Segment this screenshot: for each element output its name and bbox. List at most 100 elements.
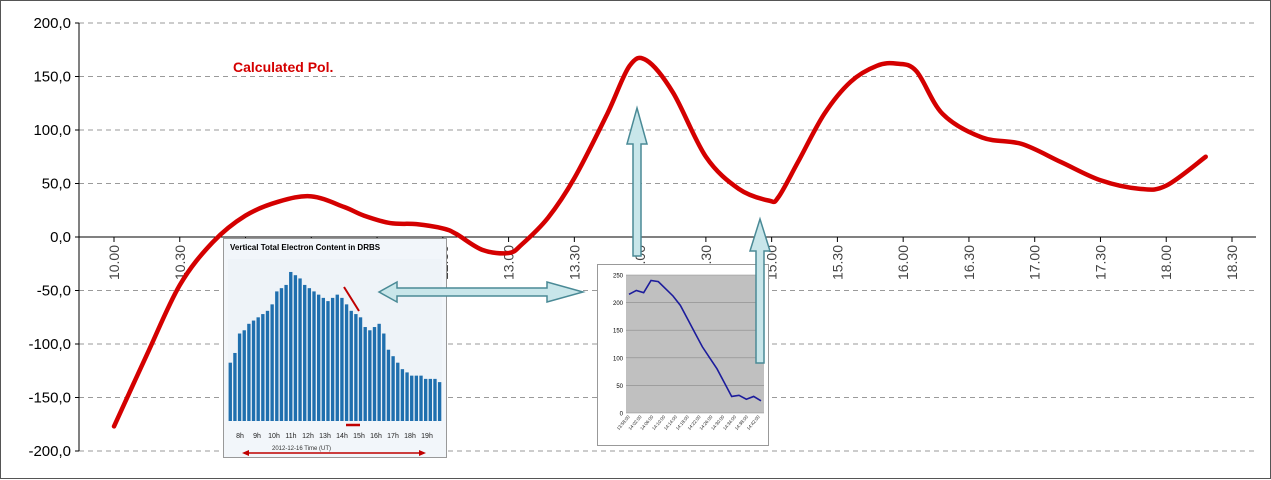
inset-y-tick-label: 250: [613, 274, 624, 280]
y-tick-label: -200,0: [28, 443, 71, 460]
tec-bar: [228, 362, 232, 421]
tec-bar: [386, 349, 391, 421]
tec-bar: [251, 320, 256, 421]
tec-bar: [423, 378, 428, 421]
tec-x-tick-label: 18h: [404, 433, 416, 440]
y-tick-label: 200,0: [33, 15, 71, 32]
tec-bar: [433, 378, 437, 421]
tec-bar: [275, 291, 279, 421]
tec-x-tick-label: 19h: [421, 433, 433, 440]
tec-bar: [233, 352, 237, 421]
tec-x-tick-label: 16h: [370, 433, 382, 440]
tec-bar: [321, 297, 325, 421]
inset-y-tick-label: 0: [620, 412, 624, 418]
tec-bar: [354, 314, 358, 421]
tec-x-tick-label: 14h: [336, 433, 348, 440]
inset-y-tick-label: 100: [613, 356, 624, 362]
tec-x-tick-label: 12h: [302, 433, 314, 440]
tec-plot-area: [228, 259, 442, 421]
inset-y-tick-label: 150: [613, 329, 624, 335]
tec-bar: [437, 382, 442, 421]
tec-bar: [312, 291, 316, 421]
tec-bar: [307, 288, 312, 421]
tec-x-tick-label: 9h: [253, 433, 261, 440]
tec-bar: [363, 327, 367, 421]
x-tick-label: 17.30: [1092, 245, 1108, 280]
tec-bar: [391, 356, 395, 421]
x-tick-label: 16.30: [961, 245, 977, 280]
tec-bar: [316, 294, 321, 421]
tec-bar: [326, 301, 330, 421]
y-axis: 200,0 150,0 100,0 50,0 0,0 -50,0 -100,0 -150,0 -…: [28, 15, 80, 460]
line-chart-inset: 0 50 100 150 200 250 13:58:00 14:02:00 14:06:00 1…: [597, 264, 769, 446]
tec-bar: [344, 304, 349, 421]
tec-bar: [368, 330, 372, 421]
tec-bar: [270, 304, 274, 421]
tec-bar: [242, 330, 246, 421]
tec-x-tick-label: 8h: [236, 433, 244, 440]
x-tick-label: 18.30: [1224, 245, 1240, 280]
tec-bar: [340, 297, 344, 421]
tec-bar: [400, 369, 405, 421]
tec-bar: [279, 288, 284, 421]
series-annotation: Calculated Pol.: [233, 59, 333, 75]
tec-bar: [303, 284, 307, 421]
tec-bar: [293, 275, 298, 421]
tec-bar: [428, 378, 432, 421]
tec-bar: [414, 375, 419, 421]
trend-marker: [343, 286, 360, 312]
x-tick-label: 16.00: [895, 245, 911, 280]
y-tick-label: 50,0: [42, 176, 71, 193]
tec-x-tick-label: 13h: [319, 433, 331, 440]
inset-y-tick-label: 200: [613, 301, 624, 307]
tec-bar: [330, 297, 335, 421]
arrow-left-icon: [242, 450, 249, 456]
x-tick-label: 18.00: [1158, 245, 1174, 280]
tec-bar: [410, 375, 414, 421]
y-tick-label: 0,0: [50, 229, 71, 246]
tec-bar: [377, 323, 381, 421]
tec-x-axis-label: 2012-12-16 Time (UT): [272, 446, 332, 452]
tec-bar: [265, 310, 270, 421]
inset-series-line: [628, 279, 762, 402]
tec-bar: [261, 314, 265, 421]
x-tick-label: 17.00: [1027, 245, 1043, 280]
tec-x-tick-label: 17h: [387, 433, 399, 440]
inset-line-chart: 05010015020025013:58:0014:02:0014:06:001…: [613, 274, 764, 431]
tec-bar-chart: 8h 9h 10h 11h 12h 13h 14h 15h 16h 17h 18h 19h: [228, 259, 442, 456]
tec-bar: [349, 310, 353, 421]
tec-bar: [396, 362, 400, 421]
tec-chart-title: Vertical Total Electron Content in DRBS: [230, 243, 381, 252]
tec-bar: [247, 323, 251, 421]
tec-bar: [419, 375, 423, 421]
tec-x-tick-label: 15h: [353, 433, 365, 440]
x-tick-label: 10.30: [172, 245, 188, 280]
y-tick-label: -50,0: [37, 283, 71, 300]
y-tick-label: 150,0: [33, 69, 71, 86]
tec-bar: [382, 333, 386, 421]
tec-bar: [298, 278, 302, 421]
calculated-pol-series: [111, 55, 1208, 429]
tec-bar-chart-inset: Vertical Total Electron Content in DRBS …: [223, 238, 447, 458]
tec-bar: [237, 333, 242, 421]
tec-bar: [358, 317, 363, 421]
x-tick-label: 10.00: [106, 245, 122, 280]
arrow-right-icon: [419, 450, 426, 456]
tec-bar: [405, 372, 409, 421]
tec-bar: [335, 294, 339, 421]
tec-x-tick-label: 10h: [268, 433, 280, 440]
tec-x-tick-label: 11h: [285, 433, 296, 440]
y-tick-label: -100,0: [28, 336, 71, 353]
tec-bar: [289, 271, 293, 421]
tec-bar: [372, 327, 377, 421]
tec-bar: [284, 284, 288, 421]
y-tick-label: 100,0: [33, 122, 71, 139]
y-tick-label: -150,0: [28, 390, 71, 407]
x-tick-label: 13.30: [566, 245, 582, 280]
inset-plot-area: [626, 275, 764, 413]
series-line: [111, 55, 1208, 429]
inset-x-tick-label: 14:42:00: [746, 414, 761, 431]
x-tick-label: 15.30: [829, 245, 845, 280]
tec-bar: [256, 317, 260, 421]
